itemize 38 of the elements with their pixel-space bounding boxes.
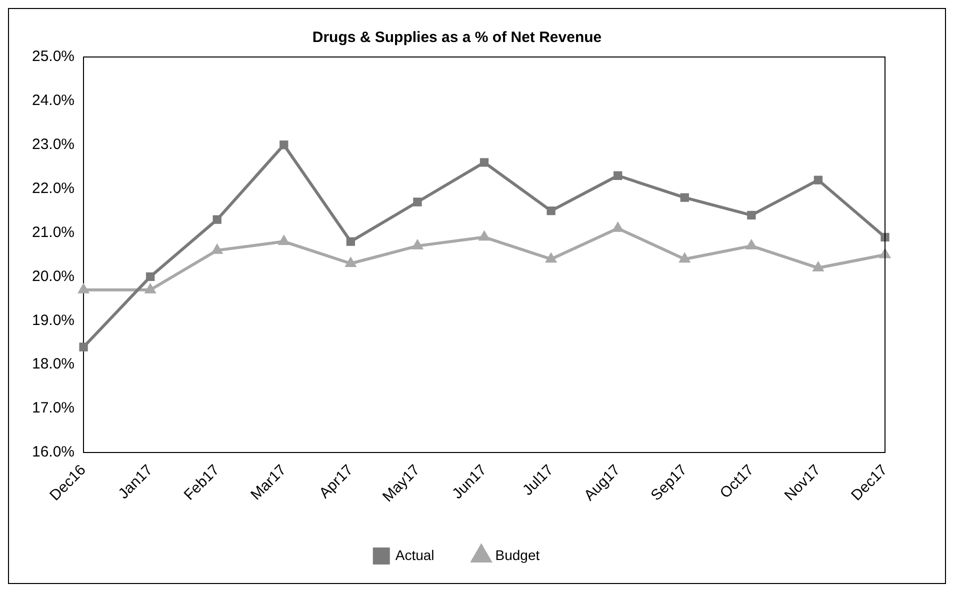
point xyxy=(747,210,756,220)
y-tick-label: 22.0% xyxy=(32,180,75,197)
y-tick-label: 24.0% xyxy=(32,92,75,110)
point xyxy=(680,254,690,263)
y-tick-label: 25.0% xyxy=(32,48,75,66)
y-tick-label: 20.0% xyxy=(32,268,75,285)
point xyxy=(146,272,155,282)
point xyxy=(212,215,222,224)
point xyxy=(145,284,156,294)
point xyxy=(346,237,356,246)
point xyxy=(680,193,689,202)
point xyxy=(880,249,890,258)
y-tick-label: 17.0% xyxy=(32,400,75,417)
y-tick-label: 18.0% xyxy=(32,356,75,373)
point xyxy=(212,244,222,254)
point xyxy=(479,232,490,241)
y-tick-label: 19.0% xyxy=(32,312,75,329)
legend-label: Actual xyxy=(395,546,434,563)
point xyxy=(346,258,356,268)
legend-label: Budget xyxy=(495,546,540,563)
point xyxy=(813,262,824,272)
chart-title: Drugs & Supplies as a % of Net Revenue xyxy=(312,29,602,46)
point xyxy=(546,206,556,216)
point xyxy=(278,236,289,246)
point xyxy=(880,232,890,242)
point xyxy=(78,284,88,294)
point xyxy=(612,222,623,232)
point xyxy=(413,198,422,206)
point xyxy=(412,240,422,250)
y-tick-label: 16.0% xyxy=(32,444,75,461)
point xyxy=(280,140,288,150)
point xyxy=(746,240,756,250)
point xyxy=(546,254,556,263)
point xyxy=(814,176,823,184)
point xyxy=(480,158,489,167)
point xyxy=(614,171,622,180)
y-tick-label: 23.0% xyxy=(32,136,75,154)
y-tick-label: 21.0% xyxy=(32,224,75,241)
